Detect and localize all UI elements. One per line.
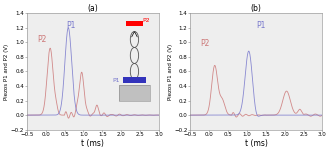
Text: P1: P1 bbox=[67, 21, 76, 30]
Text: P2: P2 bbox=[201, 39, 210, 48]
Text: P2: P2 bbox=[143, 18, 150, 23]
Bar bbox=[118, 85, 150, 101]
Text: P1: P1 bbox=[113, 78, 120, 83]
Text: P2: P2 bbox=[37, 35, 47, 44]
Bar bbox=[118, 85, 150, 101]
X-axis label: t (ms): t (ms) bbox=[81, 139, 104, 148]
Y-axis label: Piezos P1 and P2 (V): Piezos P1 and P2 (V) bbox=[4, 43, 9, 100]
Text: P1: P1 bbox=[256, 21, 266, 30]
Title: (b): (b) bbox=[251, 4, 262, 13]
Title: (a): (a) bbox=[87, 4, 98, 13]
Y-axis label: Piezos P1 and P2 (V): Piezos P1 and P2 (V) bbox=[167, 43, 172, 100]
X-axis label: t (ms): t (ms) bbox=[245, 139, 268, 148]
Bar bbox=[126, 21, 143, 26]
Bar bbox=[123, 77, 146, 83]
